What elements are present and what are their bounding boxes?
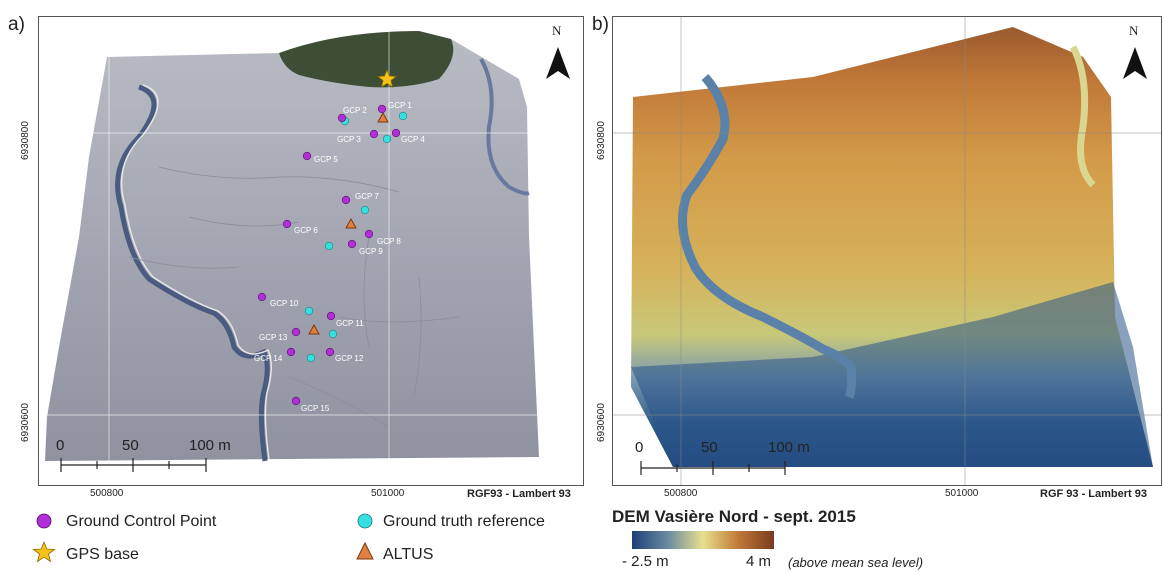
- panel-a-label: a): [8, 14, 25, 35]
- gcp-label: GCP 11: [336, 319, 364, 328]
- grid-lines-b: [613, 17, 1161, 485]
- dem-legend-title: DEM Vasière Nord - sept. 2015: [612, 507, 856, 526]
- y-tick-6930600: 6930600: [20, 403, 31, 442]
- north-label-b: N: [1129, 23, 1139, 38]
- north-arrow-b: [1123, 47, 1147, 79]
- y-tick-6930800: 6930800: [20, 121, 31, 160]
- dem-map: N 0 50 100 m: [612, 16, 1162, 486]
- legend-gcp-symbol: [36, 513, 52, 529]
- scale-label-100-b: 100 m: [768, 439, 810, 456]
- scale-bar-b: [640, 461, 786, 475]
- dem-low-area: [631, 282, 1153, 467]
- legend-gps-symbol: [32, 540, 56, 563]
- legend-altus-symbol: [356, 541, 374, 560]
- dem-channel-right: [1069, 45, 1096, 188]
- legend-gtr-label: Ground truth reference: [383, 513, 545, 530]
- gcp-label: GCP 6: [294, 226, 318, 235]
- altus-markers: [308, 111, 389, 335]
- gcp-label: GCP 14: [254, 354, 283, 363]
- x-tick-501000-b: 501000: [945, 488, 979, 499]
- legend-gcp-label: Ground Control Point: [66, 513, 217, 530]
- dem-svg: [613, 17, 1161, 485]
- gps-base-marker: [376, 68, 398, 88]
- legend-symbols: [32, 513, 374, 563]
- dem-note: (above mean sea level): [788, 555, 924, 570]
- scale-label-100: 100 m: [189, 437, 231, 454]
- north-arrow-a: [546, 47, 570, 79]
- mud-cracks: [128, 166, 460, 428]
- scale-label-50: 50: [122, 437, 139, 454]
- dem-color-bar: [632, 531, 774, 549]
- gcp-label: GCP 3: [337, 135, 361, 144]
- orthophoto-footprint: [45, 39, 539, 461]
- tidal-channel-right: [479, 58, 530, 196]
- gcp-label: GCP 10: [270, 299, 299, 308]
- gcp-label: GCP 13: [259, 333, 288, 342]
- gcp-markers: [257, 104, 401, 406]
- panel-b-label: b): [592, 14, 609, 35]
- scale-bar-a: [60, 458, 207, 472]
- orthophoto-svg: [39, 17, 583, 485]
- gcp-label: GCP 1: [388, 101, 412, 110]
- gcp-label: GCP 2: [343, 106, 367, 115]
- tidal-channel: [115, 84, 270, 462]
- gcp-label: GCP 7: [355, 192, 379, 201]
- altus-marker: [377, 111, 389, 123]
- x-tick-501000: 501000: [371, 488, 405, 499]
- grid-lines: [39, 17, 583, 485]
- legend-gtr-symbol: [357, 513, 373, 529]
- crs-label-b: RGF 93 - Lambert 93: [1040, 488, 1147, 500]
- north-label-a: N: [552, 23, 562, 38]
- dem-min-label: - 2.5 m: [622, 553, 669, 570]
- scale-label-50-b: 50: [701, 439, 718, 456]
- ground-truth-markers: [304, 111, 408, 363]
- scale-label-0: 0: [56, 437, 65, 454]
- dem-max-label: 4 m: [746, 553, 772, 570]
- legend-altus-label: ALTUS: [383, 546, 434, 563]
- x-tick-500800: 500800: [90, 488, 124, 499]
- dem-channel: [678, 74, 857, 399]
- orthophoto-map: GCP 1 GCP 2 GCP 3 GCP 4 GCP 5 GCP 6 GCP …: [38, 16, 584, 486]
- altus-marker: [345, 217, 357, 229]
- legend-gps-label: GPS base: [66, 546, 139, 563]
- gcp-label: GCP 5: [314, 155, 338, 164]
- x-tick-500800-b: 500800: [664, 488, 698, 499]
- gcp-label: GCP 12: [335, 354, 364, 363]
- y-tick-6930600-b: 6930600: [596, 403, 607, 442]
- gcp-label: GCP 8: [377, 237, 401, 246]
- vegetation-area: [279, 31, 454, 88]
- scale-label-0-b: 0: [635, 439, 644, 456]
- y-tick-6930800-b: 6930800: [596, 121, 607, 160]
- gcp-label: GCP 15: [301, 404, 330, 413]
- crs-label-a: RGF93 - Lambert 93: [467, 488, 571, 500]
- altus-marker: [308, 323, 320, 335]
- gcp-label: GCP 9: [359, 247, 383, 256]
- gcp-label: GCP 4: [401, 135, 425, 144]
